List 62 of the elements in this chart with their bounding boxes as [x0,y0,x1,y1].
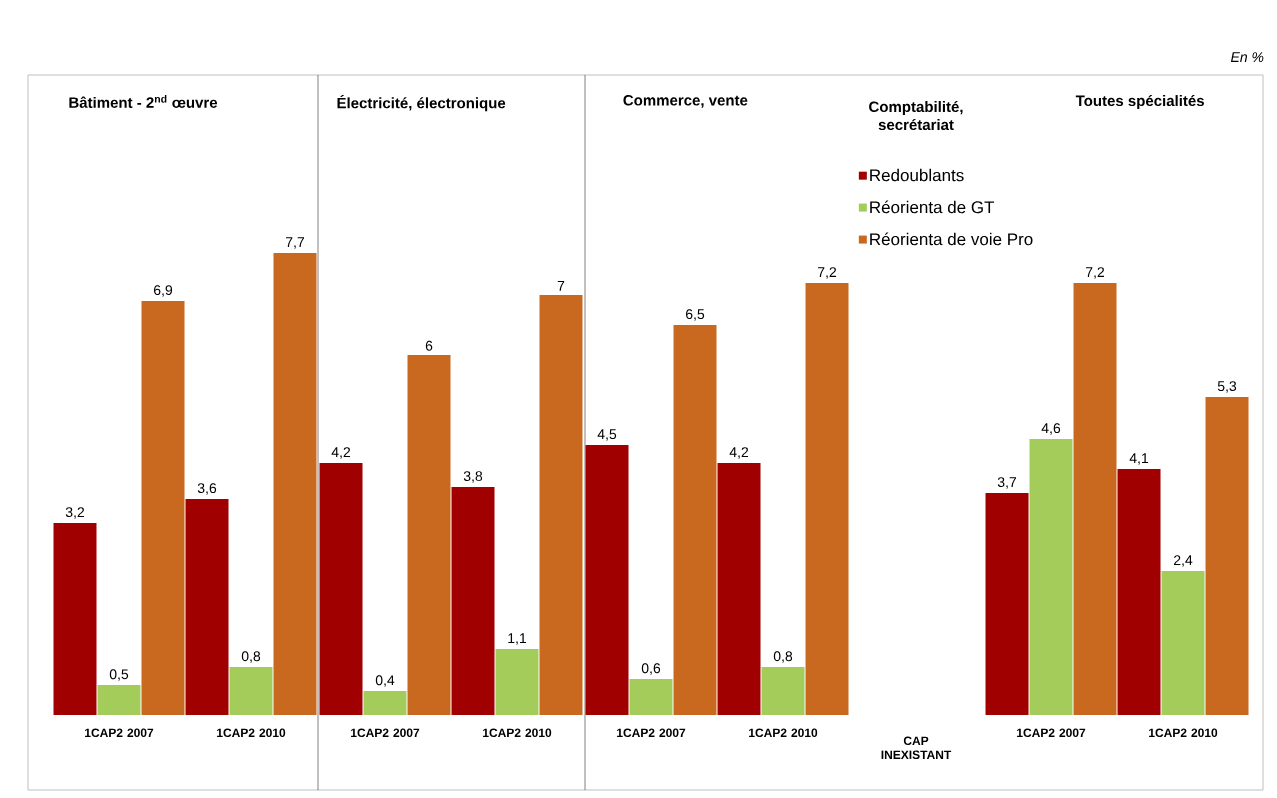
bar [761,666,805,715]
x-tick-label: 1CAP2 2010 [1149,728,1218,738]
data-label: 0,8 [241,651,261,663]
bar [985,492,1029,715]
data-label: 3,7 [997,477,1017,489]
x-tick-label: 1CAP2 2007 [617,728,686,738]
data-label: 0,4 [375,675,395,687]
bar [451,486,495,715]
data-label: 4,6 [1041,423,1061,435]
data-label: 7,2 [1085,267,1105,279]
data-label: 0,5 [109,669,129,681]
text: CAP INEXISTANT [881,736,952,760]
legend-label: Réorienta de GT [870,200,995,214]
bar [407,354,451,715]
bar [1073,282,1117,715]
data-label: 3,8 [463,471,483,483]
legend-label: Réorienta de voie Pro [870,232,1033,246]
bar [1205,396,1249,715]
bar [229,666,273,715]
data-label: 6 [425,340,433,351]
x-tick-label: 1CAP2 2010 [217,728,286,738]
bar [1117,468,1161,715]
x-tick-label: 1CAP2 2010 [483,728,552,738]
data-label: 3,6 [197,483,217,495]
bar [673,324,717,715]
data-label: 7,2 [817,267,837,279]
chart-title: Toutes spécialités [1075,94,1204,110]
bar [185,498,229,715]
x-tick-label: 1CAP2 2010 [749,728,818,738]
bar [629,678,673,715]
bar [97,684,141,715]
data-label: 4,2 [331,447,351,459]
x-tick-label: 1CAP2 2007 [85,728,154,738]
data-label: 4,2 [729,447,749,459]
data-label: 3,2 [65,507,85,519]
bar [1161,570,1205,715]
bar [495,648,539,715]
bar [141,300,185,715]
chart-title: Bâtiment - 2$^{nd}$ œuvre [69,94,218,108]
x-tick-label: 1CAP2 2007 [1017,728,1086,738]
data-label: 0,6 [641,663,661,675]
chart-title: Commerce, vente [623,94,748,108]
text: Comptabilité, secrétariat [869,100,963,131]
legend-label: Redoublants [870,168,964,182]
text: En % [1230,52,1264,62]
data-label: 7 [557,281,565,291]
data-label: 6,9 [153,285,173,297]
data-label: 0,8 [773,651,793,663]
data-label: 7,7 [285,237,305,249]
x-tick-label: 1CAP2 2007 [351,728,420,738]
bar [805,282,849,715]
data-label: 4,1 [1129,453,1149,465]
data-label: 6,5 [685,309,705,321]
bar [53,522,97,715]
bar [1029,438,1073,715]
data-label: 2,4 [1173,555,1193,567]
data-label: 5,3 [1217,381,1237,393]
bar [717,462,761,715]
data-label: 1,1 [508,633,527,645]
chart-title: Électricité, électronique [337,94,506,112]
data-label: 4,5 [597,429,617,441]
bar [363,691,407,715]
